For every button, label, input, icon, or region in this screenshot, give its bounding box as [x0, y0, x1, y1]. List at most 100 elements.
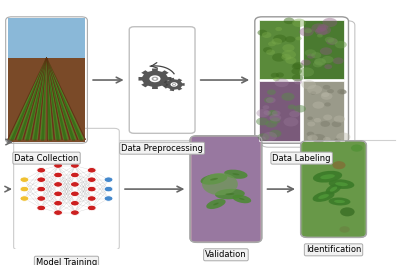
Circle shape — [314, 58, 326, 66]
Circle shape — [152, 77, 158, 81]
Circle shape — [324, 102, 331, 107]
Circle shape — [312, 101, 324, 109]
Circle shape — [316, 25, 331, 35]
Circle shape — [270, 114, 281, 122]
Circle shape — [323, 85, 330, 90]
Text: Validation: Validation — [205, 250, 247, 259]
Circle shape — [292, 68, 302, 75]
FancyBboxPatch shape — [255, 17, 348, 143]
Bar — [192, 137, 260, 241]
Bar — [8, 18, 85, 80]
Polygon shape — [18, 59, 46, 141]
Circle shape — [322, 18, 337, 27]
Circle shape — [269, 110, 276, 115]
Circle shape — [272, 38, 282, 45]
Polygon shape — [40, 58, 46, 139]
Circle shape — [314, 58, 326, 65]
Circle shape — [272, 53, 286, 62]
Circle shape — [311, 52, 321, 59]
FancyBboxPatch shape — [129, 27, 195, 133]
Circle shape — [170, 82, 178, 87]
Circle shape — [70, 172, 79, 178]
Circle shape — [317, 34, 323, 37]
Circle shape — [259, 136, 266, 141]
Circle shape — [320, 47, 332, 55]
Circle shape — [324, 64, 332, 69]
Circle shape — [306, 155, 317, 161]
Circle shape — [70, 201, 79, 206]
Circle shape — [282, 93, 294, 101]
Circle shape — [54, 163, 62, 168]
Circle shape — [314, 118, 321, 122]
Circle shape — [315, 28, 328, 36]
Polygon shape — [138, 69, 172, 89]
Circle shape — [70, 182, 79, 187]
Circle shape — [321, 92, 329, 97]
Circle shape — [299, 27, 314, 36]
Ellipse shape — [213, 203, 219, 205]
Circle shape — [87, 186, 96, 192]
Polygon shape — [46, 59, 75, 141]
Text: Data Preprocessing: Data Preprocessing — [121, 144, 203, 153]
Circle shape — [70, 163, 79, 168]
Circle shape — [336, 132, 350, 141]
Ellipse shape — [318, 194, 329, 199]
Circle shape — [322, 56, 334, 63]
Circle shape — [270, 117, 280, 124]
Circle shape — [285, 36, 295, 42]
Circle shape — [275, 27, 282, 31]
Circle shape — [172, 83, 176, 86]
Circle shape — [20, 177, 29, 182]
Circle shape — [256, 118, 269, 125]
Ellipse shape — [313, 171, 342, 183]
Circle shape — [104, 186, 113, 192]
Polygon shape — [47, 58, 69, 139]
Circle shape — [267, 89, 276, 95]
Circle shape — [292, 19, 306, 27]
FancyBboxPatch shape — [301, 141, 366, 237]
Circle shape — [262, 32, 272, 38]
Ellipse shape — [326, 184, 342, 195]
Circle shape — [267, 110, 278, 117]
Circle shape — [269, 130, 282, 137]
Circle shape — [87, 205, 96, 211]
Circle shape — [20, 196, 29, 201]
Ellipse shape — [334, 200, 345, 203]
Circle shape — [37, 186, 46, 192]
Circle shape — [312, 134, 326, 143]
Polygon shape — [47, 58, 76, 139]
Circle shape — [313, 61, 323, 67]
Circle shape — [327, 89, 334, 93]
Ellipse shape — [210, 178, 218, 180]
Circle shape — [307, 85, 322, 94]
Circle shape — [262, 105, 269, 109]
Polygon shape — [47, 58, 84, 139]
Circle shape — [340, 207, 355, 217]
Circle shape — [273, 77, 280, 81]
Circle shape — [54, 201, 62, 206]
Text: Data Labeling: Data Labeling — [272, 154, 331, 163]
Circle shape — [284, 117, 298, 126]
Ellipse shape — [239, 198, 245, 200]
Circle shape — [308, 135, 318, 141]
Circle shape — [307, 117, 313, 120]
Circle shape — [334, 116, 345, 122]
Circle shape — [307, 54, 315, 59]
Ellipse shape — [232, 195, 251, 203]
Polygon shape — [33, 59, 46, 141]
Ellipse shape — [329, 179, 354, 189]
Circle shape — [296, 37, 302, 40]
Ellipse shape — [330, 187, 337, 192]
Circle shape — [54, 191, 62, 197]
Circle shape — [299, 67, 314, 77]
Circle shape — [320, 121, 330, 127]
Circle shape — [70, 210, 79, 215]
Ellipse shape — [335, 182, 348, 186]
Text: Model Training: Model Training — [36, 258, 97, 265]
Circle shape — [258, 133, 270, 141]
Circle shape — [268, 41, 276, 46]
Ellipse shape — [320, 174, 335, 179]
Text: Data Collection: Data Collection — [14, 154, 79, 163]
Circle shape — [302, 80, 316, 89]
Bar — [8, 18, 85, 58]
